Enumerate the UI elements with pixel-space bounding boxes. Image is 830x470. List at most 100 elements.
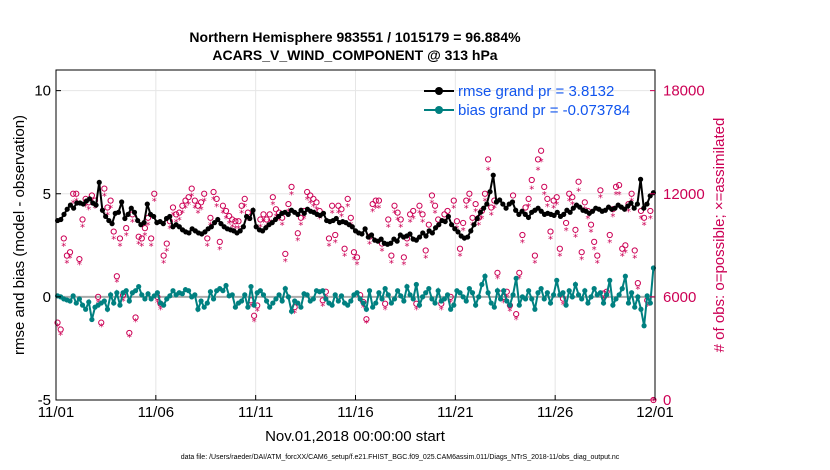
obs-possible-marker (329, 202, 336, 209)
obs-possible-marker (425, 221, 432, 228)
bias-point (466, 286, 472, 292)
bias-point (547, 300, 554, 306)
obs-assimilated-marker: * (61, 241, 66, 252)
obs-assimilated-marker: * (117, 241, 122, 252)
obs-possible-marker (637, 207, 645, 215)
obs-assimilated-marker: * (214, 202, 219, 213)
obs-possible-marker (325, 235, 333, 242)
bias-point (413, 281, 419, 288)
obs-possible-marker (428, 192, 436, 199)
legend: rmse grand pr = 3.8132 bias grand pr = -… (424, 83, 630, 119)
rmse-point (87, 196, 93, 202)
bias-point (419, 294, 426, 300)
obs-assimilated-marker: * (102, 191, 107, 202)
obs-assimilated-marker: * (217, 245, 222, 256)
bias-point (388, 300, 394, 306)
bias-point (497, 296, 504, 302)
obs-assimilated-marker: * (86, 205, 91, 216)
bias-point (198, 298, 204, 304)
rmse-point (477, 209, 484, 215)
obs-possible-marker (634, 280, 641, 287)
bias-point (282, 286, 288, 292)
rmse-point (301, 210, 307, 216)
obs-possible-marker (597, 187, 604, 194)
obs-possible-marker (70, 190, 77, 197)
bias-point (310, 296, 316, 302)
bias-point (476, 294, 482, 300)
bias-point (142, 296, 148, 302)
bias-point (501, 288, 507, 294)
obs-possible-marker (113, 273, 120, 280)
bias-point (638, 306, 644, 312)
obs-possible-marker (194, 202, 202, 209)
x-tick-label: 11/21 (437, 404, 473, 421)
rmse-point (577, 204, 583, 210)
rmse-point (628, 200, 634, 206)
bias-point (563, 302, 569, 308)
obs-assimilated-marker: * (358, 296, 363, 307)
bias-point (111, 300, 117, 306)
rmse-point (509, 199, 516, 205)
obs-assimilated-marker: * (489, 210, 494, 221)
obs-assimilated-marker: * (58, 331, 63, 342)
obs-assimilated-marker: * (632, 253, 637, 264)
obs-assimilated-marker: * (336, 209, 341, 220)
obs-assimilated-marker: * (245, 216, 250, 227)
rmse-point (128, 205, 134, 211)
obs-possible-marker (419, 211, 426, 218)
rmse-point (535, 205, 541, 211)
obs-assimilated-marker: * (554, 200, 559, 211)
obs-assimilated-marker: * (136, 240, 141, 251)
bias-point (613, 296, 619, 302)
bias-point (551, 292, 557, 298)
bias-point (404, 283, 410, 290)
rmse-point (218, 221, 224, 227)
obs-assimilated-marker: * (536, 166, 541, 177)
bias-point (622, 273, 628, 279)
obs-possible-marker (169, 204, 177, 211)
obs-assimilated-marker: * (526, 202, 531, 213)
y-left-tick-label: 0 (43, 289, 51, 306)
rmse-point (641, 205, 647, 211)
bias-point (270, 300, 276, 306)
rmse-point (468, 228, 474, 234)
obs-assimilated-marker: * (164, 246, 169, 257)
obs-assimilated-marker: * (423, 253, 428, 264)
bias-point (107, 292, 114, 298)
obs-possible-marker (410, 207, 417, 215)
obs-possible-marker (347, 214, 354, 221)
obs-assimilated-marker: * (326, 241, 331, 252)
obs-assimilated-marker: * (71, 198, 76, 209)
obs-possible-marker (226, 212, 233, 220)
obs-assimilated-marker: * (429, 198, 434, 209)
obs-assimilated-marker: * (401, 260, 406, 271)
obs-possible-marker (304, 188, 311, 196)
y-right-tick-label: 0 (663, 392, 671, 409)
bias-point (391, 296, 398, 302)
bias-point (382, 286, 388, 292)
obs-possible-marker (95, 293, 102, 300)
obs-assimilated-marker: * (548, 234, 553, 245)
obs-assimilated-marker: * (617, 190, 622, 201)
obs-possible-marker (204, 235, 211, 242)
obs-possible-marker (534, 156, 542, 163)
obs-assimilated-marker: * (158, 305, 163, 316)
rmse-point (513, 207, 519, 213)
bias-point (114, 290, 120, 296)
obs-assimilated-marker: * (227, 219, 232, 230)
obs-possible-marker (188, 185, 195, 192)
rmse-point (625, 203, 631, 209)
obs-assimilated-marker: * (373, 204, 378, 215)
bias-point (395, 288, 401, 294)
bias-point (441, 296, 448, 302)
obs-assimilated-marker: * (155, 298, 160, 309)
obs-assimilated-marker: * (448, 298, 453, 309)
obs-possible-marker (616, 182, 623, 189)
rmse-point (135, 217, 141, 224)
bias-point (522, 296, 529, 302)
y-right-tick-label: 6000 (663, 289, 696, 306)
rmse-point (634, 201, 640, 207)
bias-point (485, 290, 491, 296)
obs-assimilated-marker: * (479, 214, 484, 225)
obs-assimilated-marker: * (161, 259, 166, 270)
